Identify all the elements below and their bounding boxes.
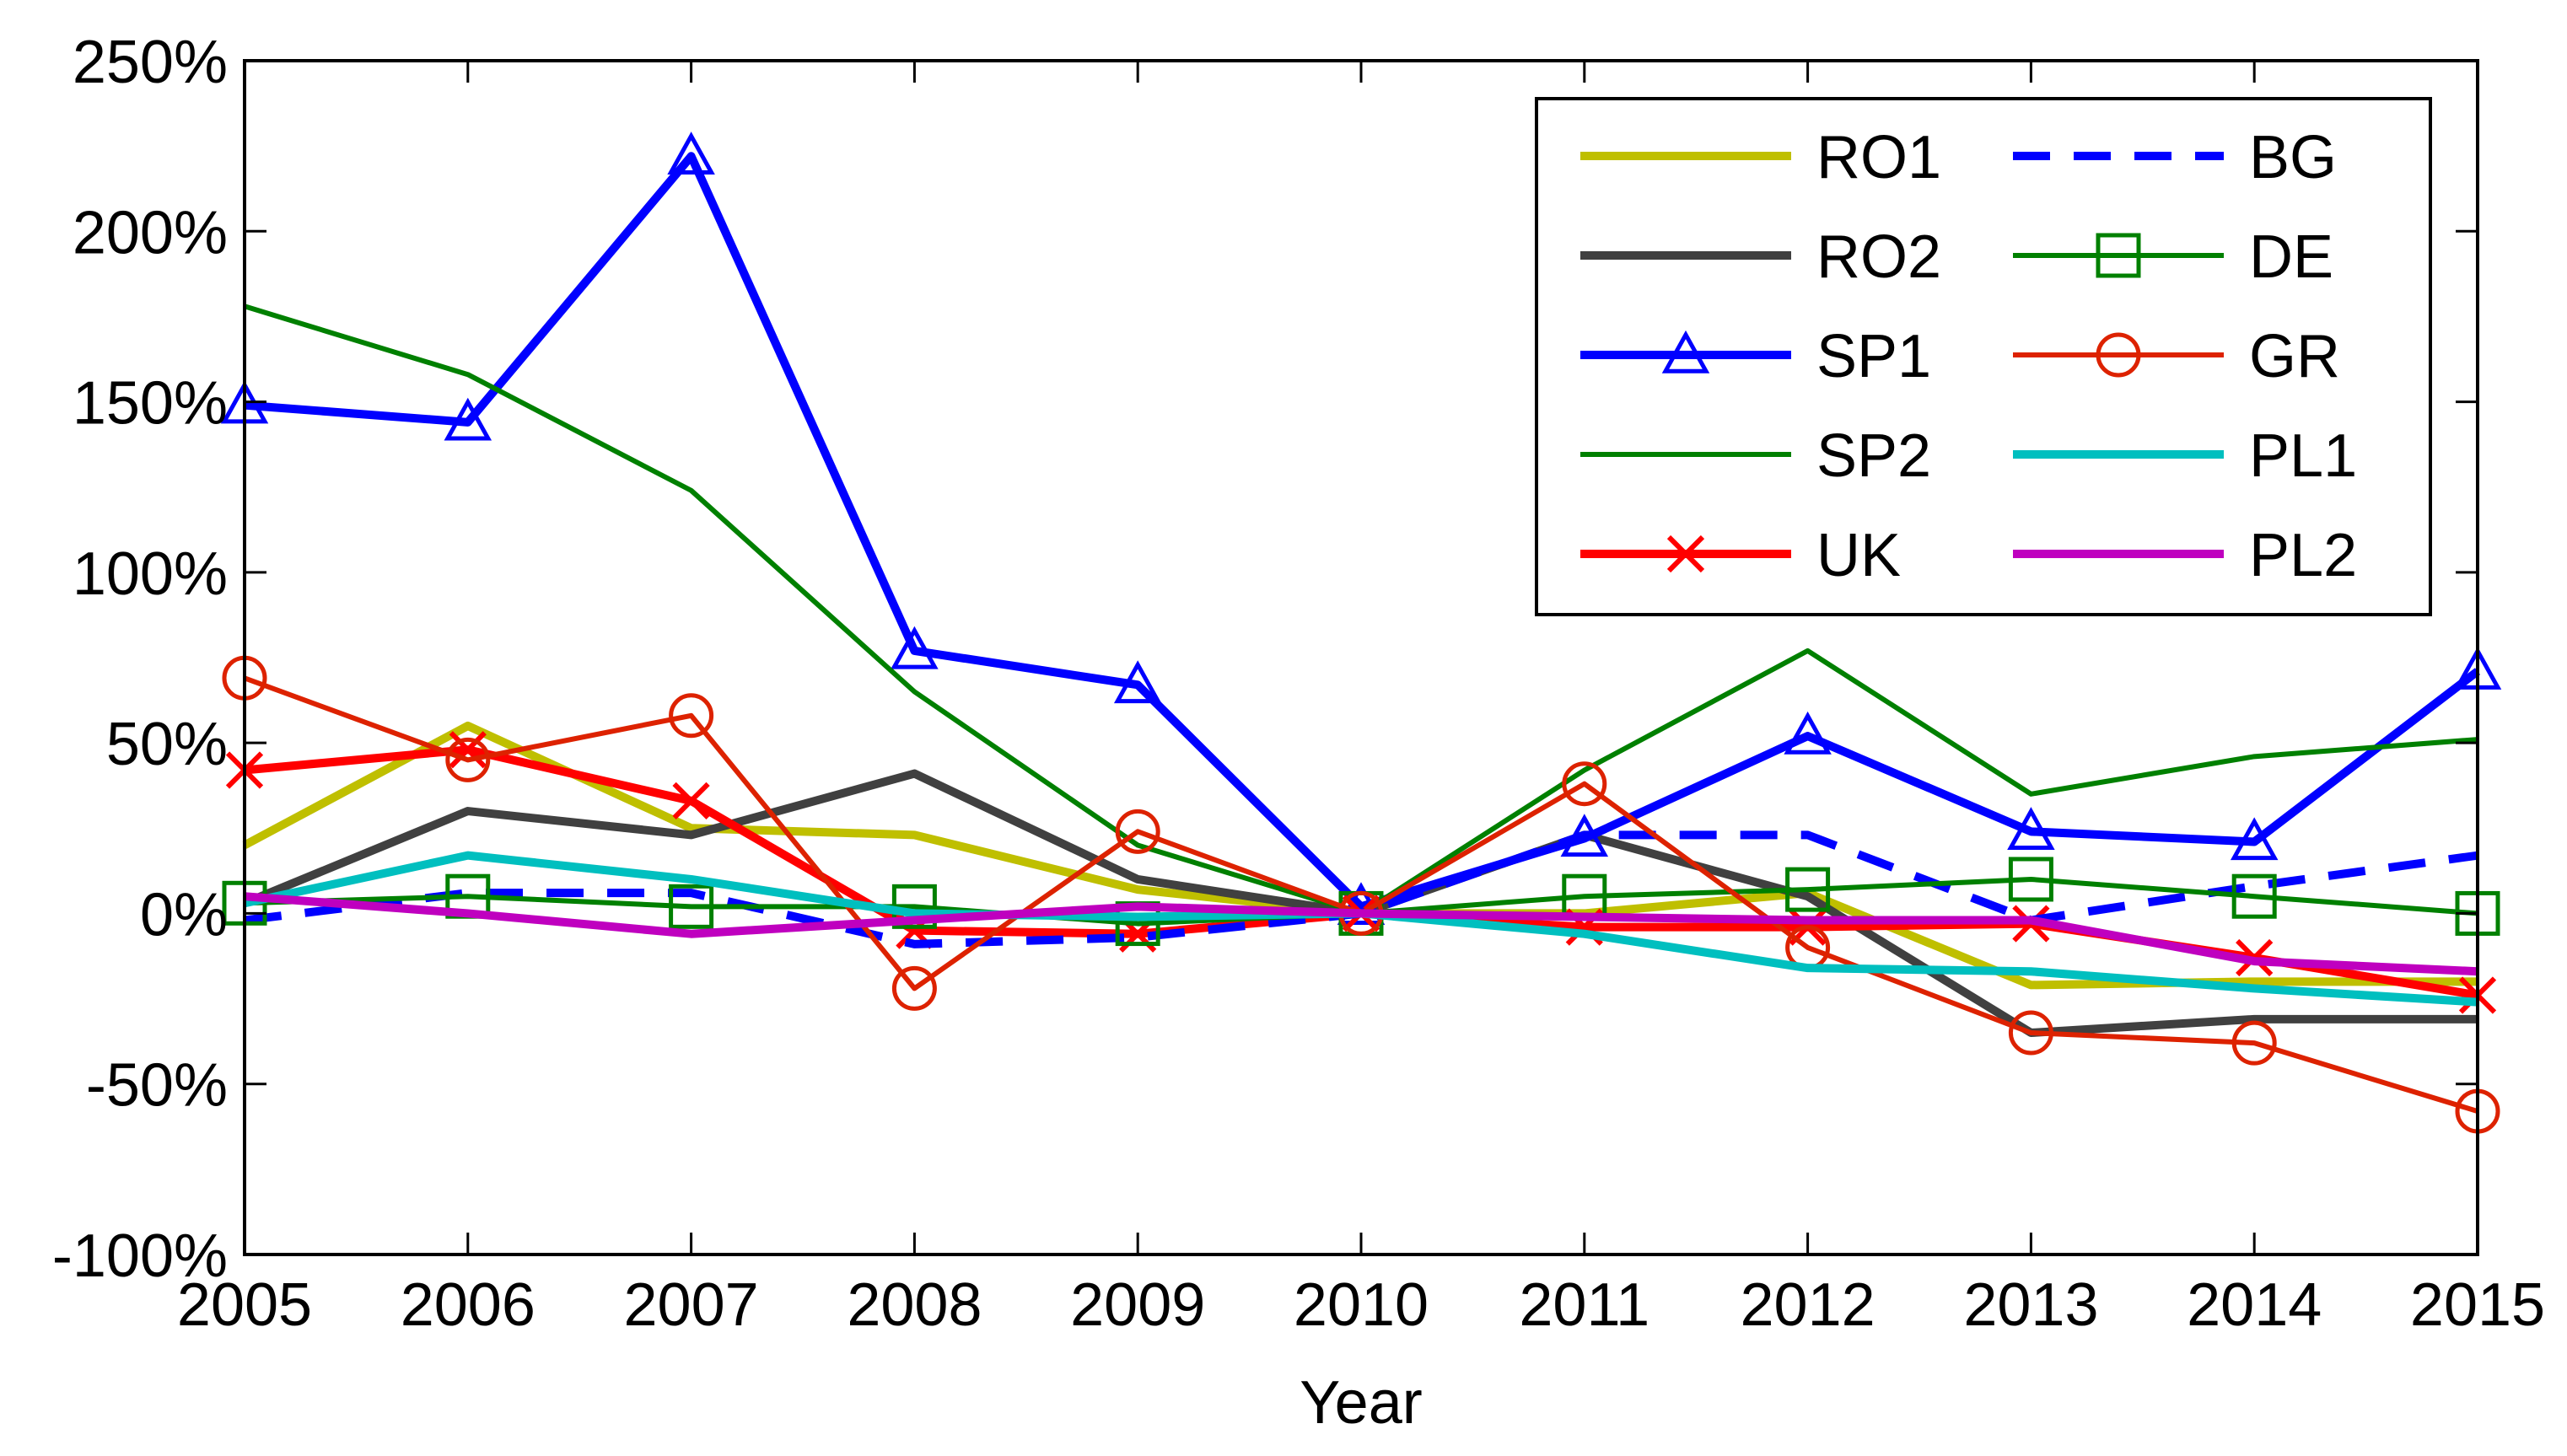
legend: RO1 RO2 SP1 SP2 UK BG DE GR PL1 PL2 — [1535, 97, 2432, 616]
data-point-sp1-2012 — [1784, 711, 1832, 755]
legend-marker-gr — [2096, 332, 2141, 378]
data-point-uk-2007 — [672, 782, 710, 820]
legend-item-gr: GR — [2013, 323, 2340, 390]
data-point-de-2013 — [2008, 857, 2053, 902]
legend-item-de: DE — [2013, 223, 2333, 291]
legend-label-gr: GR — [2249, 323, 2340, 390]
legend-item-bg: BG — [2013, 124, 2337, 191]
series-pl1 — [243, 851, 2478, 1007]
data-point-sp1-2007 — [667, 132, 715, 175]
legend-item-pl2: PL2 — [2013, 522, 2357, 589]
legend-marker-de — [2096, 233, 2141, 278]
data-point-gr-2014 — [2231, 1020, 2277, 1066]
data-point-de-2007 — [669, 884, 714, 929]
series-line-pl1 — [243, 851, 2478, 1007]
series-pl2 — [244, 892, 2478, 976]
series-line-sp1 — [244, 152, 2481, 911]
x-tick-label: 2014 — [2187, 1271, 2322, 1339]
legend-item-ro2: RO2 — [1580, 223, 1941, 291]
x-tick-label: 2012 — [1741, 1271, 1875, 1339]
y-tick-label: 0% — [140, 881, 228, 948]
x-tick-label: 2013 — [1963, 1271, 2098, 1339]
legend-label-sp1: SP1 — [1816, 323, 1931, 390]
legend-label-pl1: PL1 — [2249, 422, 2357, 490]
data-point-sp1-2013 — [2007, 807, 2055, 851]
series-ro1 — [242, 721, 2478, 990]
data-point-sp1-2009 — [1113, 660, 1162, 704]
legend-marker-uk-stroke-b — [1666, 535, 1705, 573]
data-point-gr-2011 — [1562, 761, 1607, 807]
data-point-de-2014 — [2231, 873, 2277, 919]
x-tick-label: 2011 — [1519, 1271, 1649, 1339]
legend-item-sp1: SP1 — [1580, 323, 1931, 390]
data-point-uk-2006-stroke-b — [449, 731, 487, 769]
legend-label-ro2: RO2 — [1816, 223, 1941, 291]
y-tick-label: -50% — [86, 1052, 228, 1120]
x-tick-label: 2015 — [2410, 1271, 2545, 1339]
legend-item-sp2: SP2 — [1580, 422, 1931, 490]
legend-label-de: DE — [2249, 223, 2333, 291]
x-tick-label: 2006 — [401, 1271, 535, 1339]
data-point-sp1-2006 — [444, 397, 492, 441]
data-point-gr-2006 — [445, 737, 491, 782]
y-tick-label: -100% — [52, 1222, 228, 1290]
x-tick-label: 2008 — [847, 1271, 982, 1339]
legend-item-pl1: PL1 — [2013, 422, 2357, 490]
data-point-sp1-2008 — [891, 626, 939, 669]
legend-label-sp2: SP2 — [1816, 422, 1931, 490]
legend-marker-sp1 — [1661, 330, 1710, 373]
data-point-gr-2009 — [1115, 809, 1160, 854]
data-point-uk-2006 — [449, 731, 487, 769]
x-tick-label: 2009 — [1070, 1271, 1205, 1339]
x-tick-label: 2010 — [1294, 1271, 1429, 1339]
legend-marker-uk — [1666, 535, 1705, 573]
data-point-gr-2007 — [669, 693, 714, 739]
y-tick-label: 250% — [73, 29, 228, 96]
y-tick-label: 50% — [106, 711, 228, 778]
data-point-de-2012 — [1785, 867, 1831, 912]
data-point-sp1-2014 — [2230, 817, 2279, 861]
series-line-ro1 — [242, 721, 2478, 990]
legend-item-ro1: RO1 — [1580, 124, 1941, 191]
legend-label-ro1: RO1 — [1816, 124, 1941, 191]
legend-label-bg: BG — [2249, 124, 2337, 191]
series-line-pl2 — [244, 892, 2478, 976]
data-point-gr-2013 — [2008, 1010, 2053, 1056]
legend-label-pl2: PL2 — [2249, 522, 2357, 589]
data-point-gr-2008 — [891, 965, 937, 1011]
legend-label-uk: UK — [1816, 522, 1901, 589]
x-tick-label: 2007 — [624, 1271, 759, 1339]
y-tick-label: 150% — [73, 370, 228, 438]
x-tick-label: 2005 — [177, 1271, 312, 1339]
y-tick-label: 200% — [73, 199, 228, 266]
data-point-uk-2007-stroke-b — [672, 782, 710, 820]
axis-ticks: -100% -50% 0% 50% 100% 150% 200% 250% 2005 2006 20… — [52, 29, 2545, 1339]
legend-item-uk: UK — [1580, 522, 1901, 589]
plot-area — [220, 132, 2502, 1134]
y-tick-label: 100% — [73, 540, 228, 608]
series-line-uk — [244, 745, 2478, 1000]
x-axis-label: Year — [1300, 1369, 1422, 1437]
